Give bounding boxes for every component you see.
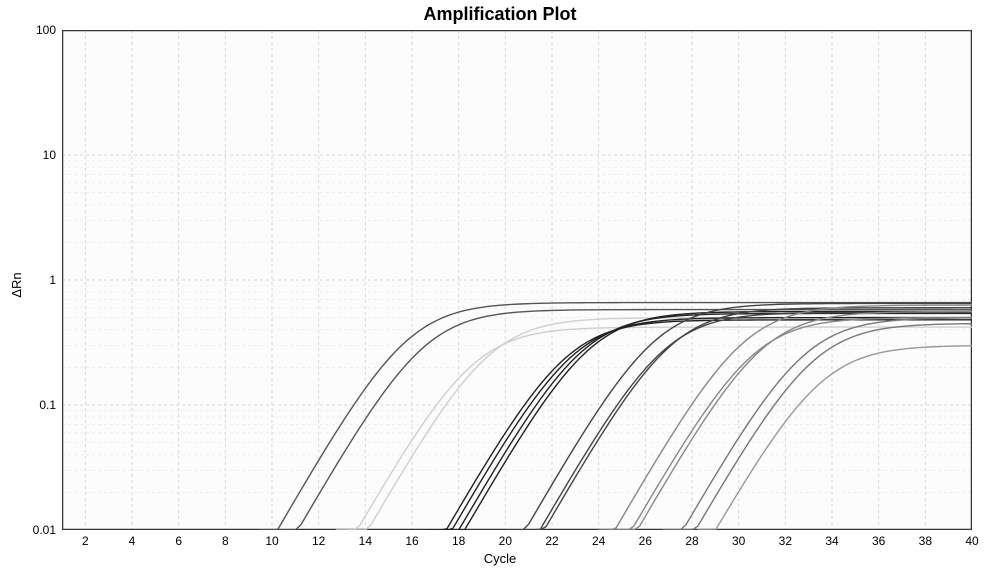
x-tick-label: 38 — [919, 530, 932, 548]
x-tick-label: 6 — [175, 530, 182, 548]
y-tick-label: 1 — [49, 273, 62, 287]
x-tick-label: 30 — [732, 530, 745, 548]
x-tick-label: 10 — [265, 530, 278, 548]
x-tick-label: 28 — [685, 530, 698, 548]
x-tick-label: 14 — [359, 530, 372, 548]
x-tick-label: 26 — [639, 530, 652, 548]
x-tick-label: 32 — [779, 530, 792, 548]
x-tick-label: 40 — [965, 530, 978, 548]
y-tick-label: 10 — [43, 148, 62, 162]
x-tick-label: 36 — [872, 530, 885, 548]
x-tick-label: 22 — [545, 530, 558, 548]
x-tick-label: 24 — [592, 530, 605, 548]
x-tick-label: 16 — [405, 530, 418, 548]
x-tick-label: 12 — [312, 530, 325, 548]
x-tick-label: 4 — [129, 530, 136, 548]
x-tick-label: 34 — [825, 530, 838, 548]
y-tick-label: 100 — [36, 23, 62, 37]
x-tick-label: 2 — [82, 530, 89, 548]
x-tick-label: 20 — [499, 530, 512, 548]
y-axis-label: ΔRn — [9, 272, 24, 297]
chart-container: Amplification Plot ΔRn Cycle 0.010.11101… — [0, 0, 1000, 570]
x-tick-label: 8 — [222, 530, 229, 548]
y-tick-label: 0.1 — [39, 398, 62, 412]
y-tick-label: 0.01 — [33, 523, 62, 537]
chart-title: Amplification Plot — [0, 4, 1000, 25]
plot-area: 0.010.1110100246810121416182022242628303… — [62, 30, 972, 530]
x-tick-label: 18 — [452, 530, 465, 548]
x-axis-label: Cycle — [0, 551, 1000, 566]
plot-svg — [62, 30, 972, 530]
